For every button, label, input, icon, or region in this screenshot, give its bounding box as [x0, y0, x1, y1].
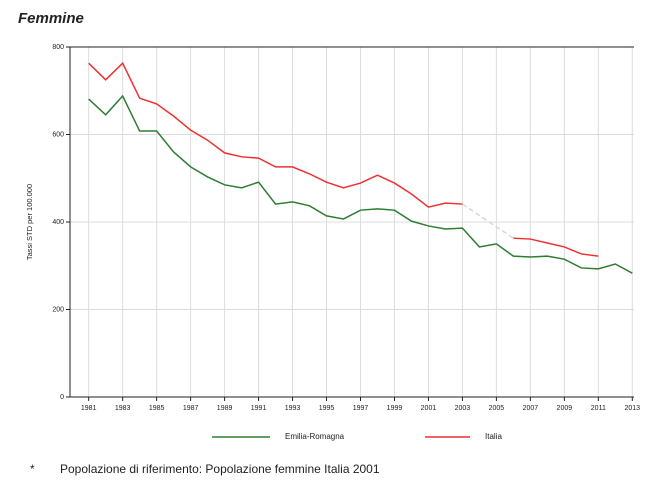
x-tick-label: 1993	[285, 405, 301, 412]
x-tick-label: 2007	[523, 405, 539, 412]
y-tick-label: 800	[52, 44, 64, 51]
x-tick-label: 2005	[489, 405, 505, 412]
x-tick-label: 1991	[251, 405, 267, 412]
legend-label: Italia	[485, 432, 502, 441]
footnote: Popolazione di riferimento: Popolazione …	[60, 462, 380, 476]
y-tick-label: 400	[52, 219, 64, 226]
series-line	[88, 94, 633, 274]
series-line	[88, 61, 463, 208]
chart-title: Femmine	[18, 10, 84, 27]
footnote-marker: *	[30, 462, 35, 476]
x-tick-label: 1995	[319, 405, 335, 412]
gap-connector	[462, 203, 514, 239]
x-tick-label: 1983	[115, 405, 131, 412]
x-tick-label: 1985	[149, 405, 165, 412]
x-tick-label: 1997	[353, 405, 369, 412]
x-tick-label: 2009	[557, 405, 573, 412]
legend-label: Emilia-Romagna	[285, 432, 345, 441]
y-tick-label: 600	[52, 131, 64, 138]
x-tick-label: 1981	[81, 405, 97, 412]
x-tick-label: 1989	[217, 405, 233, 412]
x-tick-label: 2013	[625, 405, 641, 412]
x-tick-label: 2001	[421, 405, 437, 412]
y-tick-label: 200	[52, 306, 64, 313]
x-tick-label: 2003	[455, 405, 471, 412]
y-axis-label: Tassi STD per 100.000	[25, 184, 34, 260]
y-tick-label: 0	[60, 394, 64, 401]
x-tick-label: 1999	[387, 405, 403, 412]
series-line	[513, 237, 599, 257]
x-tick-label: 1987	[183, 405, 199, 412]
x-tick-label: 2011	[591, 405, 606, 412]
